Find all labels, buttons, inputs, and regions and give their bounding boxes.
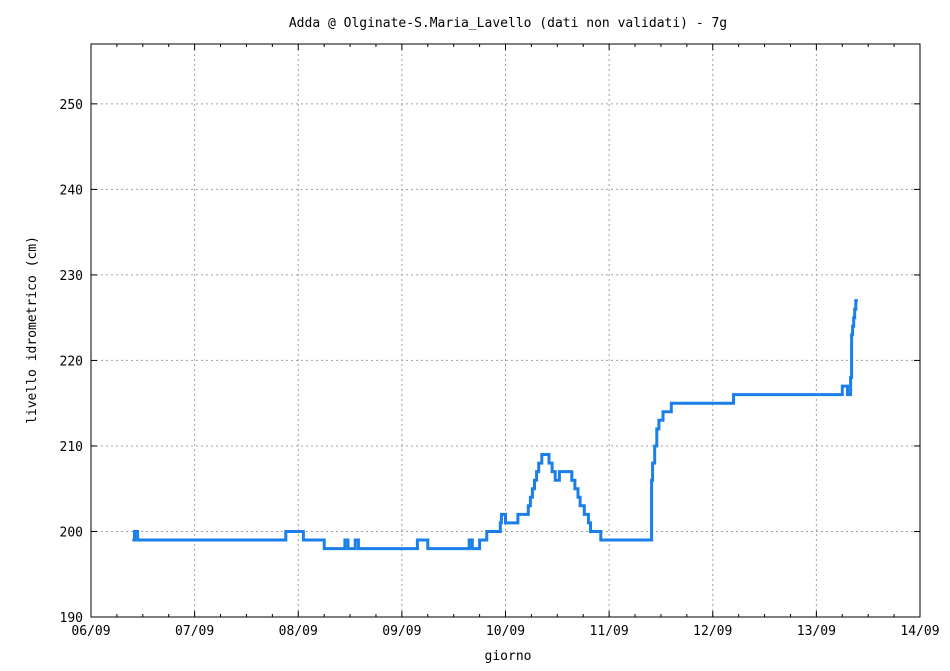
x-tick-label: 10/09 — [486, 624, 525, 639]
y-axis-label: livello idrometrico (cm) — [25, 236, 40, 424]
x-tick-label: 14/09 — [900, 624, 939, 639]
series-layer — [132, 299, 858, 551]
x-tick-label: 11/09 — [590, 624, 629, 639]
y-tick-label: 210 — [60, 440, 83, 455]
x-tick-label: 13/09 — [797, 624, 836, 639]
x-tick-label: 09/09 — [382, 624, 421, 639]
y-tick-label: 220 — [60, 354, 83, 369]
y-tick-label: 230 — [60, 269, 83, 284]
x-tick-label: 07/09 — [175, 624, 214, 639]
x-tick-label: 08/09 — [279, 624, 318, 639]
grid-layer — [91, 44, 920, 617]
x-tick-label: 12/09 — [693, 624, 732, 639]
x-axis-label: giorno — [485, 649, 532, 664]
axis-layer: 190 200 210 220 230 240 250 06/09 07/09 08/09 09/0… — [60, 44, 940, 639]
chart-title: Adda @ Olginate-S.Maria_Lavello (dati no… — [289, 16, 727, 31]
y-tick-label: 250 — [60, 98, 83, 113]
y-tick-label: 200 — [60, 525, 83, 540]
y-tick-label: 240 — [60, 183, 83, 198]
series-line — [132, 299, 858, 551]
y-tick-label: 190 — [60, 611, 83, 626]
x-tick-label: 06/09 — [71, 624, 110, 639]
